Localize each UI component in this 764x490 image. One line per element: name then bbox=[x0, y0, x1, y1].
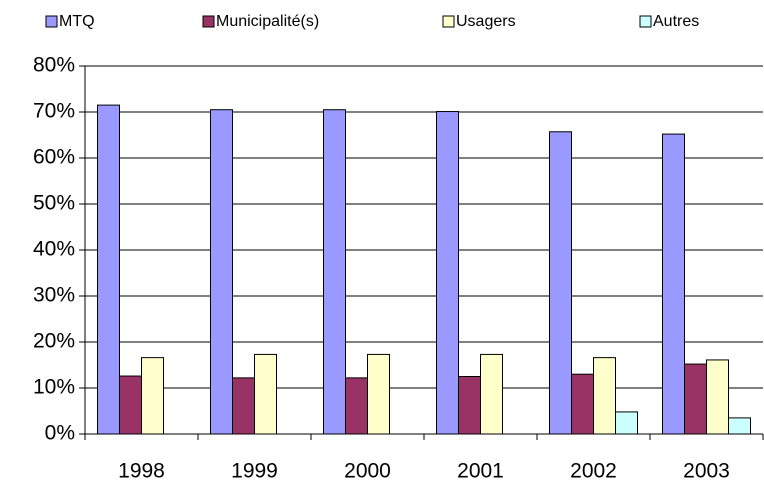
legend-swatch bbox=[639, 15, 652, 28]
bar bbox=[97, 104, 120, 435]
y-tick-label: 0% bbox=[45, 422, 75, 445]
bar bbox=[480, 353, 503, 435]
bar bbox=[593, 357, 616, 435]
y-tick-label: 80% bbox=[33, 54, 75, 77]
y-tick-label: 40% bbox=[33, 238, 75, 261]
bar bbox=[232, 377, 255, 435]
y-tick-label: 10% bbox=[33, 376, 75, 399]
x-tick-label: 2003 bbox=[683, 460, 730, 483]
legend-label: Municipalité(s) bbox=[216, 13, 319, 30]
y-tick-label: 30% bbox=[33, 284, 75, 307]
legend-swatch bbox=[442, 15, 455, 28]
bar bbox=[615, 411, 638, 435]
x-tick-label: 2000 bbox=[344, 460, 391, 483]
bar bbox=[367, 353, 390, 435]
x-tick-label: 2001 bbox=[457, 460, 504, 483]
y-tick-label: 70% bbox=[33, 100, 75, 123]
bar bbox=[119, 375, 142, 435]
bar bbox=[345, 377, 368, 435]
legend-label: MTQ bbox=[59, 13, 95, 30]
legend-label: Autres bbox=[653, 13, 699, 30]
bar bbox=[571, 373, 594, 435]
y-tick-label: 60% bbox=[33, 146, 75, 169]
bar bbox=[684, 363, 707, 435]
legend-swatch bbox=[202, 15, 215, 28]
bar bbox=[662, 133, 685, 435]
bar bbox=[436, 111, 459, 435]
bar bbox=[706, 359, 729, 435]
bar bbox=[254, 353, 277, 435]
x-tick-label: 1998 bbox=[118, 460, 165, 483]
y-tick-label: 20% bbox=[33, 330, 75, 353]
legend-label: Usagers bbox=[456, 13, 516, 30]
x-tick-label: 1999 bbox=[231, 460, 278, 483]
x-tick-label: 2002 bbox=[570, 460, 617, 483]
bar bbox=[458, 376, 481, 435]
bar bbox=[323, 109, 346, 435]
bar bbox=[141, 357, 164, 435]
bar bbox=[210, 109, 233, 435]
legend-swatch bbox=[45, 15, 58, 28]
y-tick-label: 50% bbox=[33, 192, 75, 215]
bar bbox=[728, 417, 751, 435]
bar bbox=[549, 131, 572, 435]
